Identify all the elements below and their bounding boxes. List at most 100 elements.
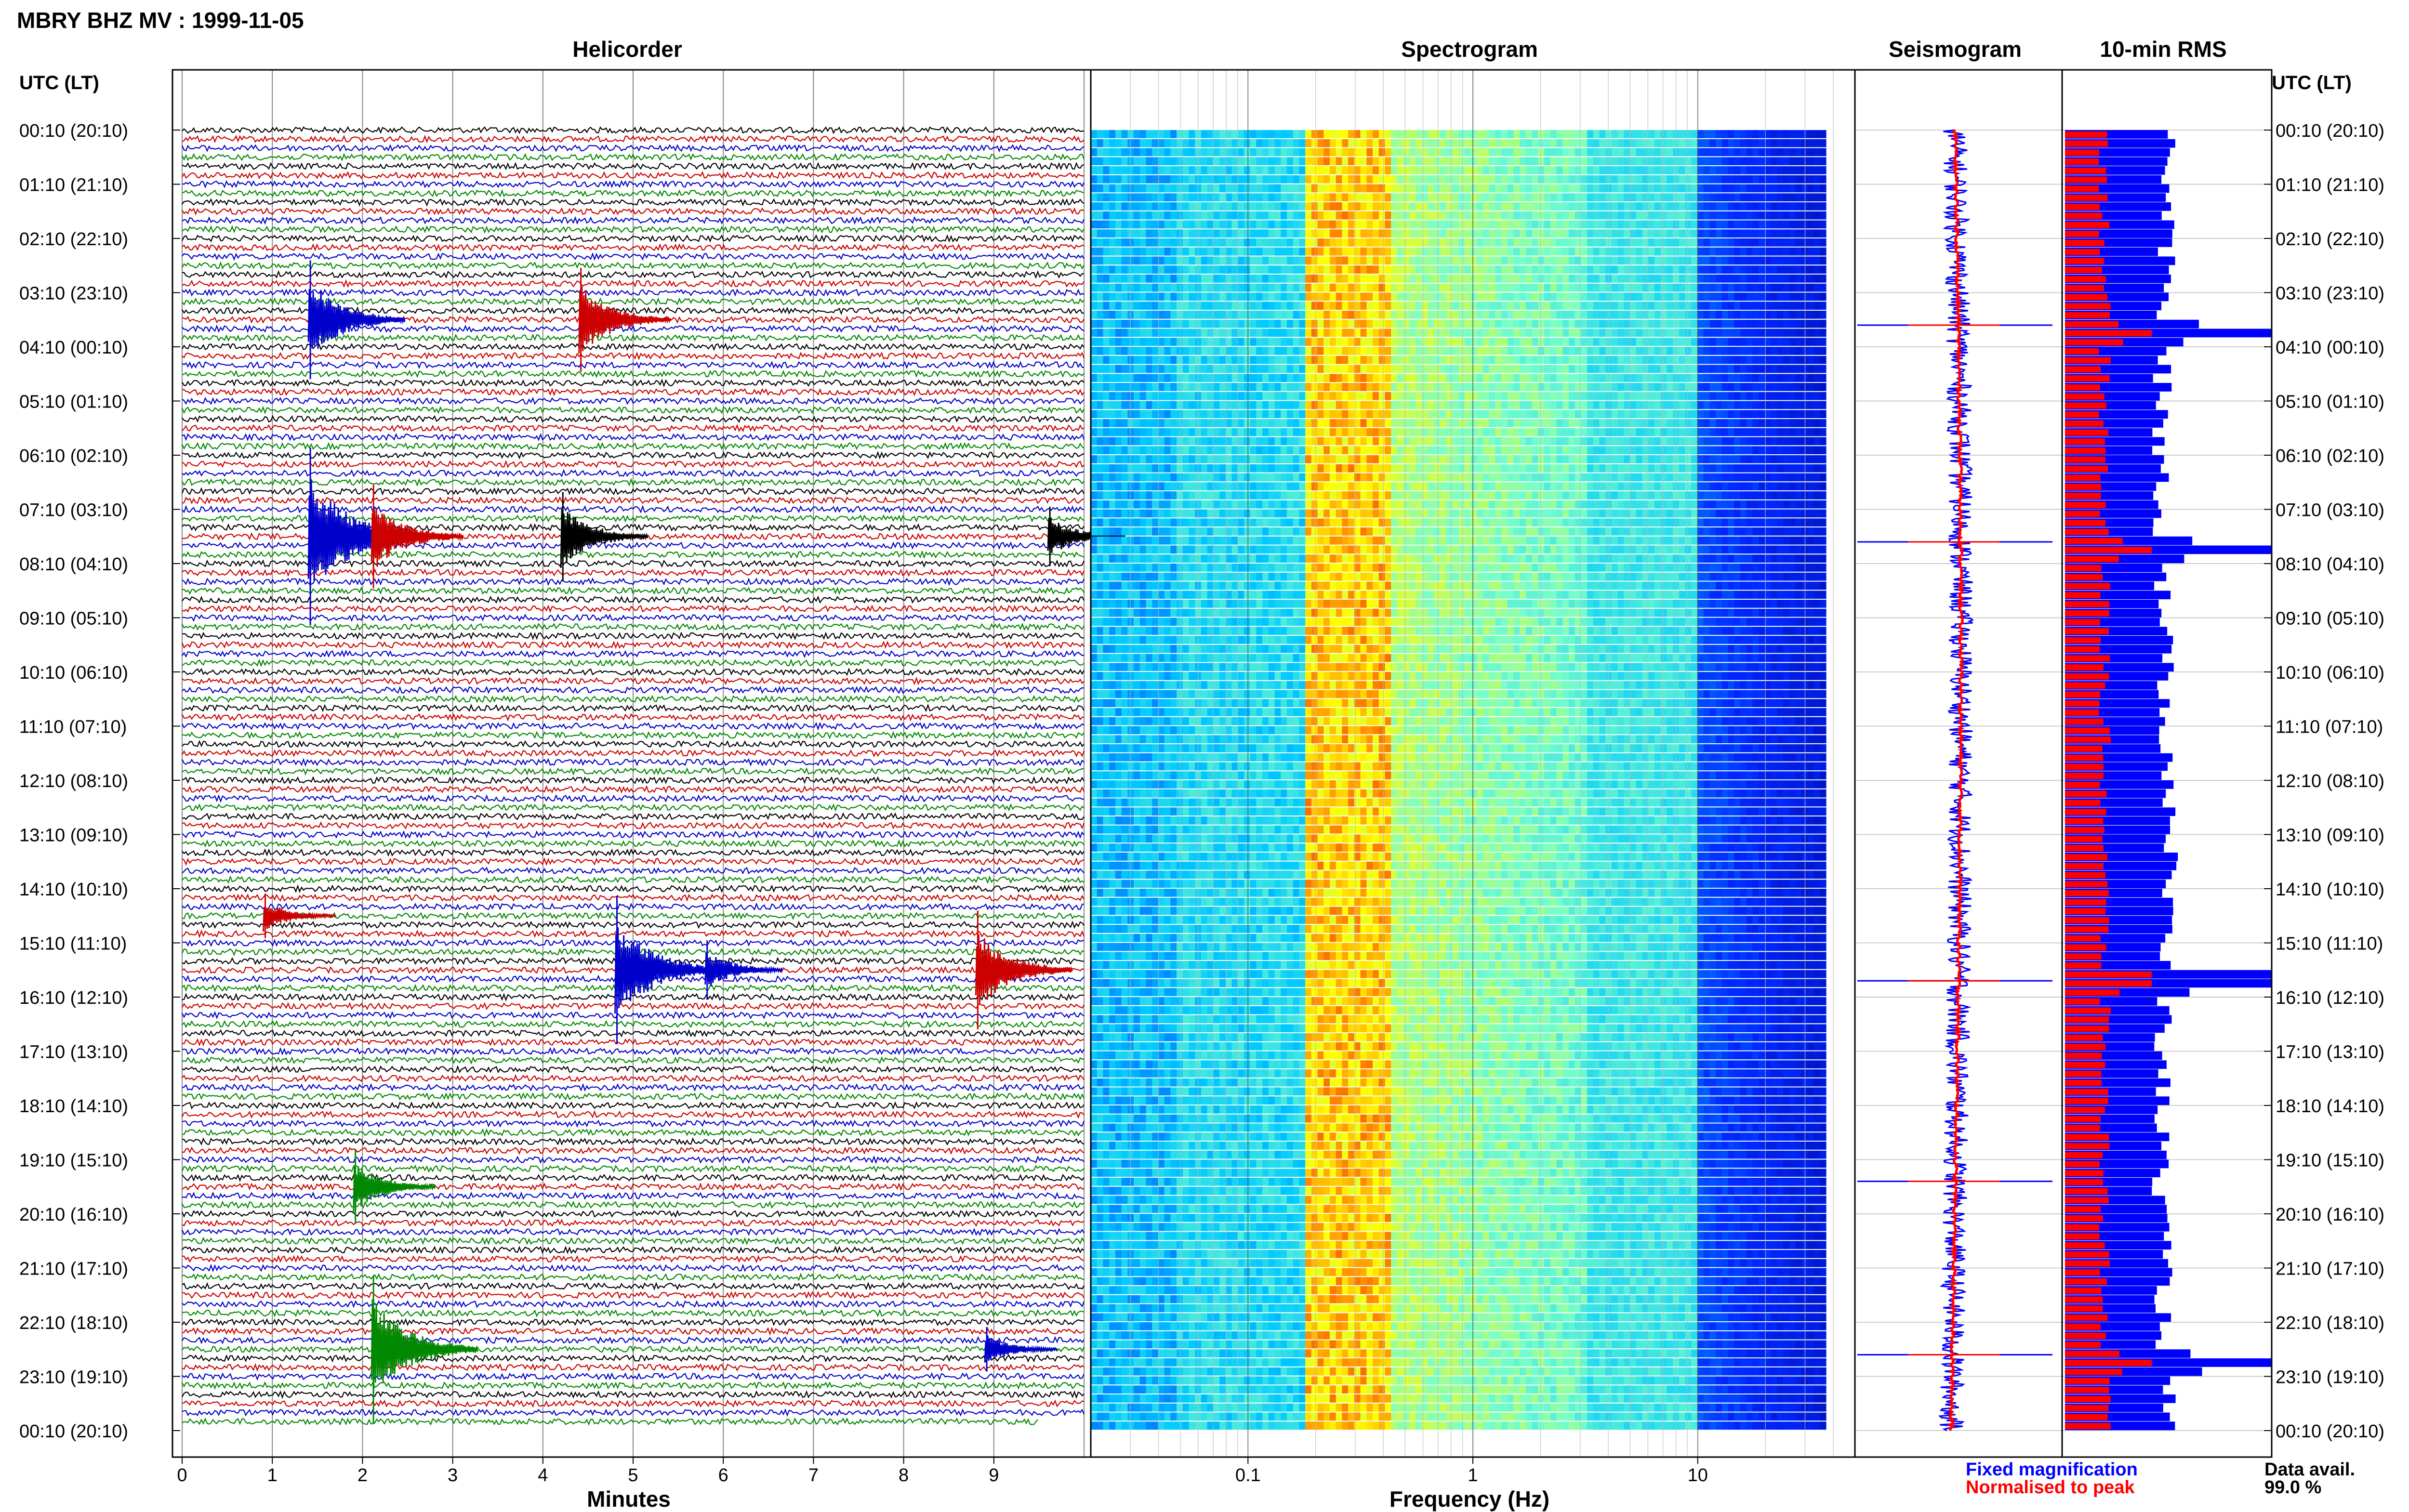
- spectrogram-cell: [1465, 356, 1471, 364]
- spectrogram-cell: [1361, 401, 1367, 409]
- spectrogram-cell: [1612, 365, 1618, 373]
- spectrogram-cell: [1281, 356, 1287, 364]
- spectrogram-cell: [1213, 410, 1219, 418]
- spectrogram-cell: [1636, 248, 1642, 256]
- spectrogram-cell: [1361, 166, 1367, 174]
- spectrogram-cell: [1667, 175, 1673, 184]
- spectrogram-cell: [1532, 248, 1538, 256]
- spectrogram-cell: [1483, 229, 1489, 237]
- spectrogram-cell: [1379, 383, 1385, 391]
- spectrogram-cell: [1605, 229, 1612, 237]
- spectrogram-cell: [1722, 464, 1728, 473]
- spectrogram-cell: [1440, 166, 1446, 174]
- spectrogram-cell: [1501, 437, 1508, 446]
- spectrogram-cell: [1562, 320, 1569, 328]
- spectrogram-cell: [1783, 166, 1789, 174]
- spectrogram-cell: [1569, 184, 1575, 193]
- spectrogram-cell: [1679, 455, 1685, 463]
- spectrogram-cell: [1262, 446, 1269, 454]
- spectrogram-cell: [1734, 311, 1740, 319]
- spectrogram-cell: [1544, 311, 1550, 319]
- spectrogram-cell: [1483, 139, 1489, 147]
- spectrogram-cell: [1557, 257, 1563, 265]
- spectrogram-cell: [1759, 356, 1765, 364]
- spectrogram-cell: [1379, 238, 1385, 247]
- spectrogram-cell: [1201, 166, 1207, 174]
- spectrogram-cell: [1318, 347, 1324, 355]
- spectrogram-cell: [1293, 401, 1299, 409]
- spectrogram-cell: [1465, 437, 1471, 446]
- spectrogram-cell: [1134, 329, 1140, 337]
- spectrogram-cell: [1795, 383, 1801, 391]
- spectrogram-cell: [1716, 293, 1722, 301]
- spectrogram-cell: [1183, 293, 1189, 301]
- spectrogram-cell: [1201, 437, 1207, 446]
- spectrogram-cell: [1115, 329, 1122, 337]
- spectrogram-cell: [1734, 347, 1740, 355]
- spectrogram-cell: [1373, 202, 1379, 210]
- spectrogram-cell: [1569, 428, 1575, 436]
- spectrogram-cell: [1526, 383, 1532, 391]
- spectrogram-cell: [1808, 365, 1814, 373]
- spectrogram-cell: [1655, 455, 1661, 463]
- spectrogram-cell: [1777, 211, 1783, 220]
- spectrogram-cell: [1655, 383, 1661, 391]
- spectrogram-cell: [1587, 229, 1593, 237]
- spectrogram-cell: [1704, 428, 1710, 436]
- spectrogram-cell: [1287, 347, 1293, 355]
- spectrogram-cell: [1624, 130, 1630, 138]
- spectrogram-cell: [1140, 365, 1146, 373]
- spectrogram-cell: [1269, 148, 1275, 157]
- spectrogram-cell: [1422, 419, 1428, 427]
- spectrogram-cell: [1483, 293, 1489, 301]
- spectrogram-cell: [1667, 302, 1673, 310]
- spectrogram-cell: [1624, 455, 1630, 463]
- spectrogram-cell: [1581, 419, 1587, 427]
- spectrogram-cell: [1379, 130, 1385, 138]
- spectrogram-cell: [1305, 338, 1311, 346]
- spectrogram-cell: [1109, 329, 1115, 337]
- spectrogram-cell: [1747, 401, 1753, 409]
- spectrogram-cell: [1109, 365, 1115, 373]
- spectrogram-cell: [1293, 202, 1299, 210]
- spectrogram-cell: [1299, 238, 1305, 247]
- spectrogram-cell: [1562, 365, 1569, 373]
- spectrogram-cell: [1177, 428, 1183, 436]
- spectrogram-cell: [1483, 248, 1489, 256]
- spectrogram-cell: [1538, 338, 1544, 346]
- spectrogram-cell: [1520, 284, 1526, 292]
- spectrogram-cell: [1814, 401, 1820, 409]
- spectrogram-cell: [1256, 229, 1262, 237]
- spectrogram-cell: [1348, 130, 1354, 138]
- spectrogram-cell: [1226, 139, 1232, 147]
- spectrogram-cell: [1422, 130, 1428, 138]
- spectrogram-cell: [1795, 202, 1801, 210]
- spectrogram-cell: [1109, 437, 1115, 446]
- spectrogram-cell: [1342, 392, 1348, 400]
- spectrogram-cell: [1440, 284, 1446, 292]
- spectrogram-cell: [1293, 455, 1299, 463]
- spectrogram-cell: [1140, 329, 1146, 337]
- spectrogram-cell: [1183, 446, 1189, 454]
- spectrogram-cell: [1679, 148, 1685, 157]
- spectrogram-cell: [1385, 401, 1391, 409]
- spectrogram-cell: [1636, 320, 1642, 328]
- spectrogram-cell: [1648, 311, 1655, 319]
- spectrogram-cell: [1697, 265, 1704, 274]
- spectrogram-cell: [1428, 374, 1434, 382]
- spectrogram-cell: [1648, 284, 1655, 292]
- spectrogram-cell: [1397, 211, 1403, 220]
- spectrogram-cell: [1226, 175, 1232, 184]
- spectrogram-cell: [1373, 383, 1379, 391]
- spectrogram-cell: [1305, 184, 1311, 193]
- spectrogram-cell: [1440, 329, 1446, 337]
- spectrogram-cell: [1330, 229, 1336, 237]
- spectrogram-cell: [1679, 302, 1685, 310]
- spectrogram-cell: [1207, 157, 1214, 165]
- spectrogram-cell: [1201, 175, 1207, 184]
- spectrogram-cell: [1330, 419, 1336, 427]
- spectrogram-cell: [1189, 166, 1195, 174]
- spectrogram-cell: [1465, 229, 1471, 237]
- spectrogram-cell: [1165, 221, 1171, 229]
- spectrogram-cell: [1391, 275, 1397, 283]
